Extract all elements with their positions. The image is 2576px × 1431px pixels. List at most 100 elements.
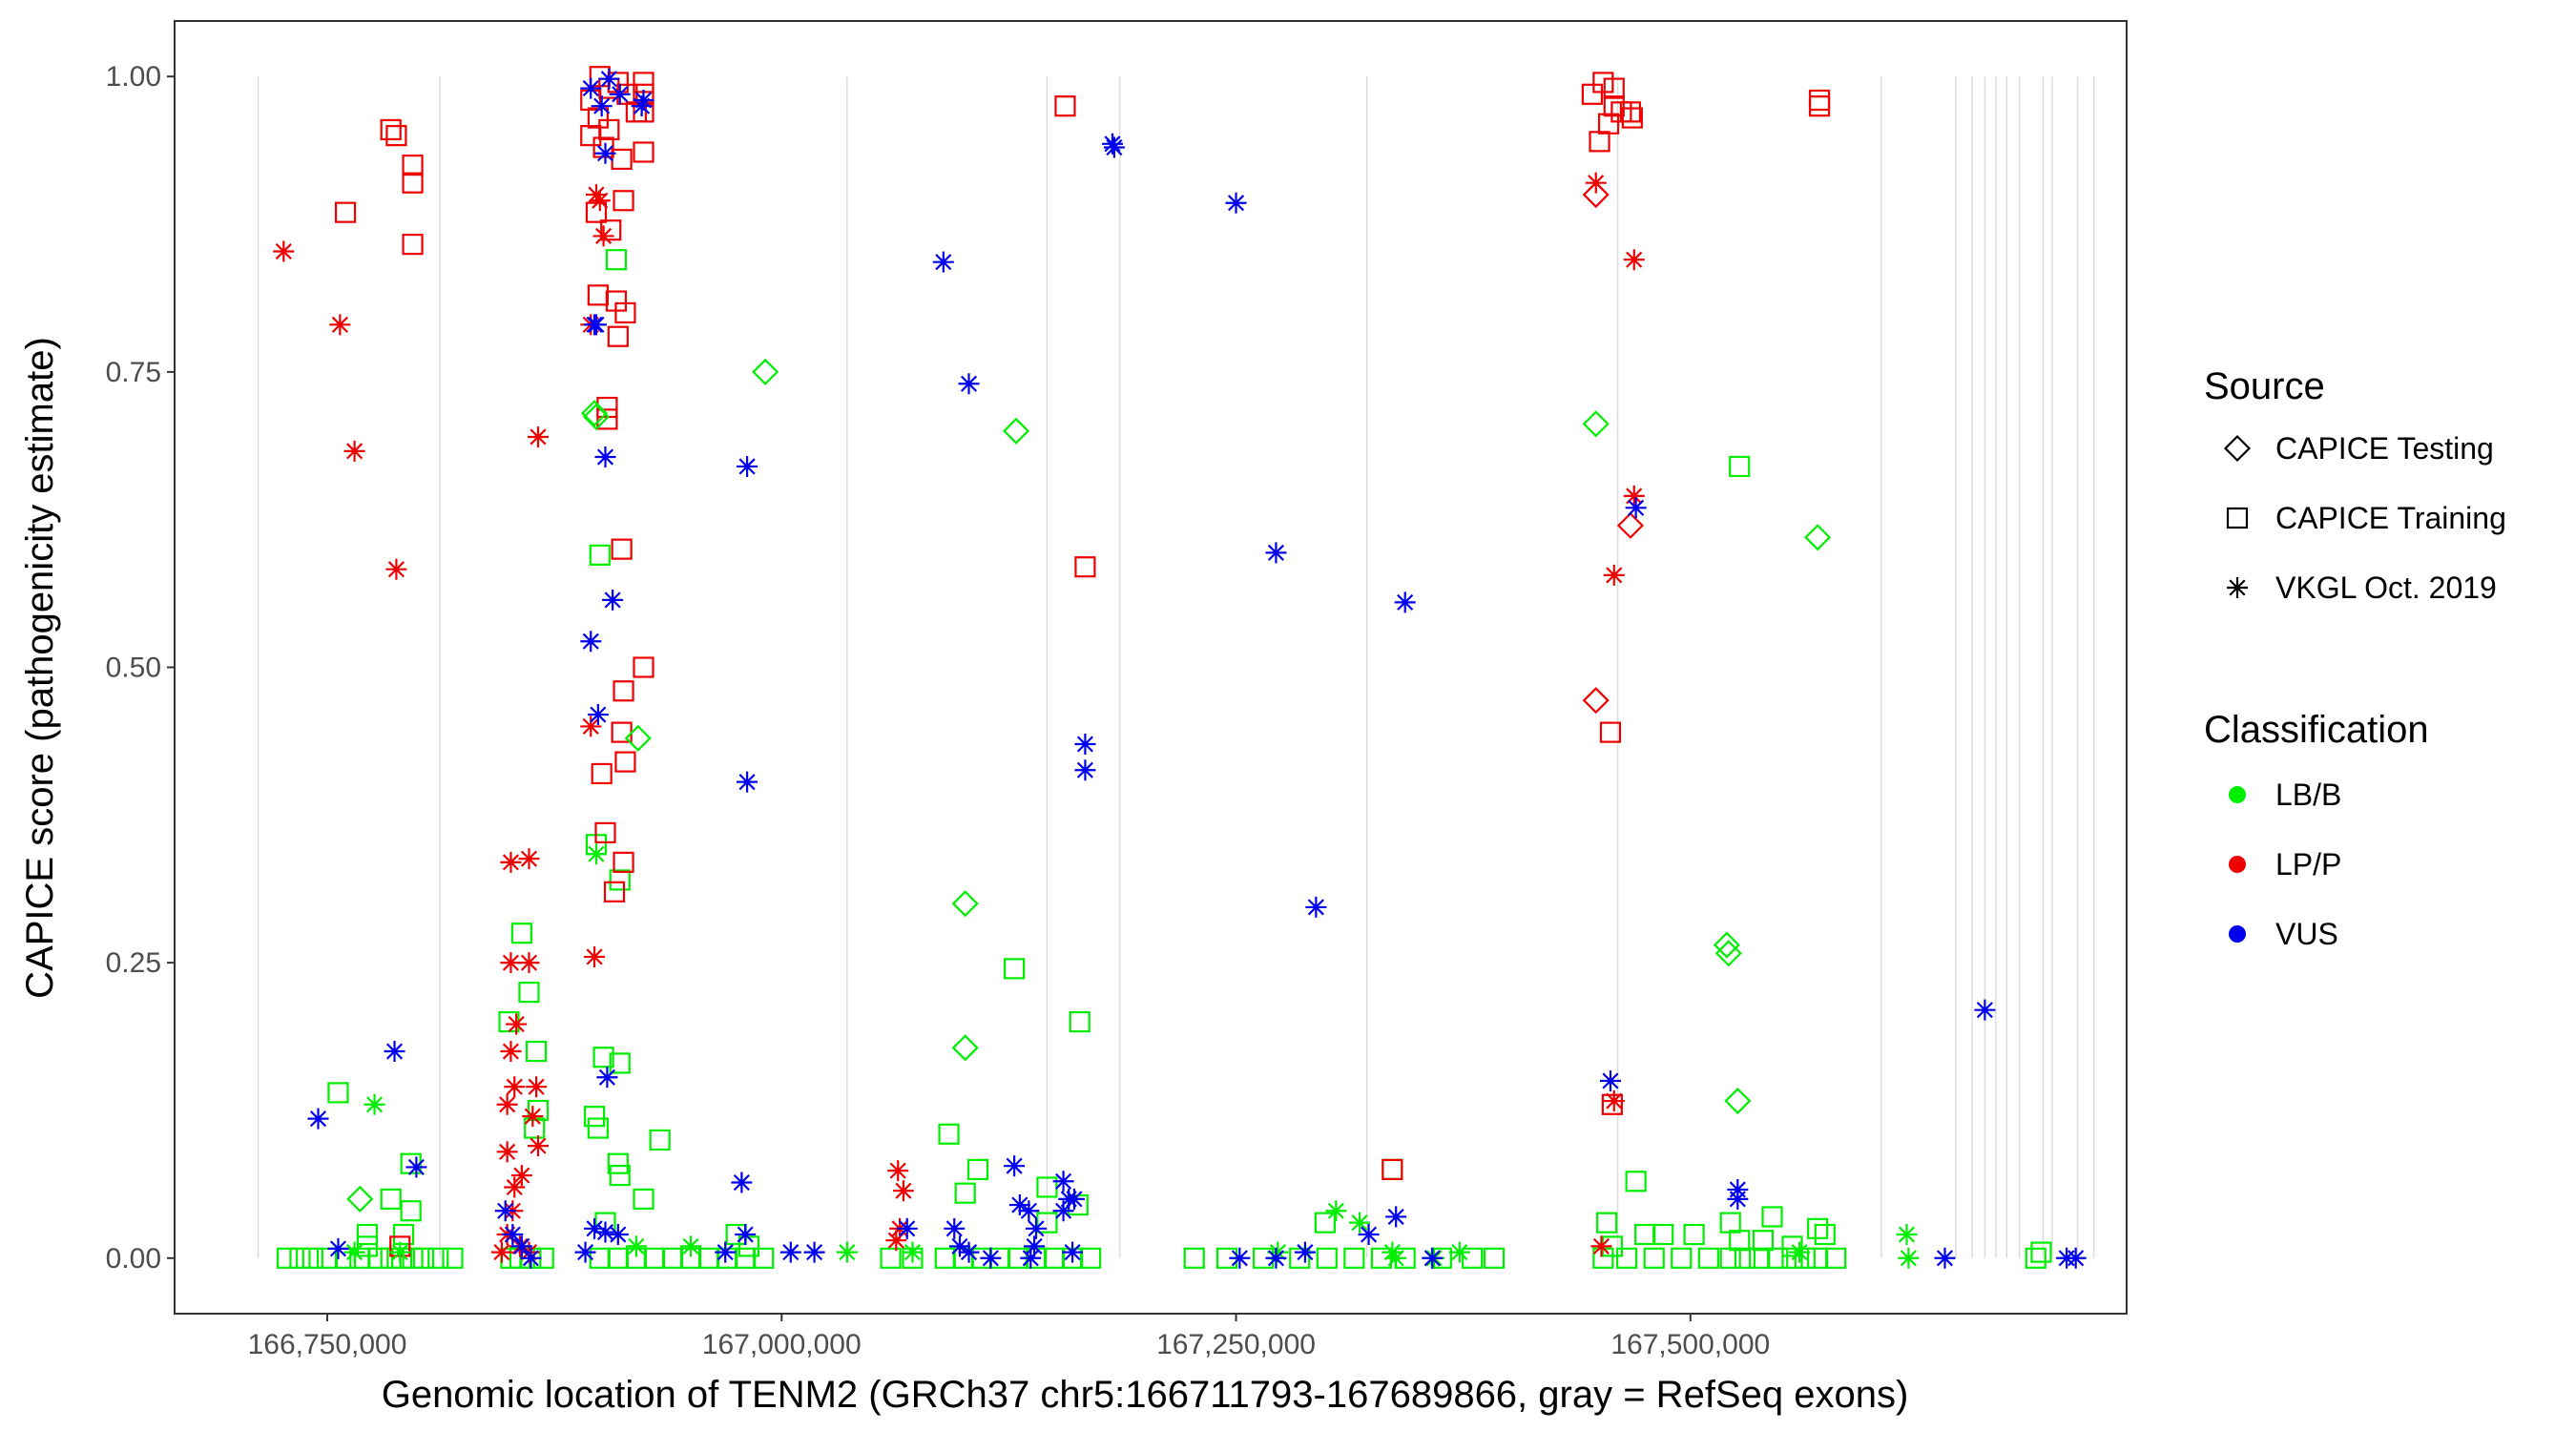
data-point bbox=[1080, 1247, 1102, 1269]
data-point bbox=[1381, 1158, 1403, 1180]
data-point bbox=[896, 1217, 918, 1239]
data-point bbox=[389, 1241, 411, 1263]
x-tick-label: 167,250,000 bbox=[1156, 1329, 1316, 1360]
data-point bbox=[1074, 556, 1096, 578]
data-point bbox=[1265, 542, 1287, 564]
data-point bbox=[490, 1241, 512, 1263]
data-point bbox=[1729, 1230, 1751, 1252]
data-point bbox=[613, 851, 634, 873]
data-point bbox=[402, 233, 424, 256]
data-point bbox=[1603, 1090, 1625, 1112]
data-point bbox=[596, 1067, 618, 1089]
data-point bbox=[1625, 497, 1647, 519]
data-point bbox=[1103, 136, 1125, 158]
legend-key-dot bbox=[2229, 925, 2246, 943]
data-point bbox=[500, 952, 522, 974]
data-point bbox=[402, 172, 424, 194]
data-point bbox=[592, 1047, 614, 1068]
data-point bbox=[1101, 133, 1123, 155]
legend-source-label: CAPICE Training bbox=[2275, 501, 2506, 535]
data-point bbox=[1603, 564, 1625, 586]
data-point bbox=[527, 1099, 550, 1122]
data-point bbox=[753, 1247, 775, 1269]
data-point bbox=[277, 1247, 299, 1269]
data-point bbox=[1358, 1224, 1380, 1246]
data-point bbox=[607, 1224, 629, 1246]
data-point bbox=[1781, 1247, 1803, 1269]
data-point bbox=[602, 589, 624, 611]
data-point bbox=[364, 1093, 385, 1115]
data-point bbox=[1289, 1247, 1311, 1269]
data-point bbox=[496, 1141, 518, 1163]
data-point bbox=[384, 1041, 405, 1063]
data-point bbox=[951, 1034, 979, 1062]
data-point bbox=[625, 1235, 647, 1257]
data-point bbox=[510, 923, 532, 944]
data-point bbox=[1381, 1241, 1403, 1263]
data-point bbox=[1601, 1093, 1623, 1115]
data-point bbox=[1582, 687, 1610, 715]
legend: Source Classification CAPICE Testing CAPI… bbox=[2204, 365, 2506, 951]
legend-class-label: LB/B bbox=[2275, 778, 2341, 812]
data-point bbox=[1603, 95, 1625, 117]
data-point bbox=[680, 1235, 702, 1257]
data-point bbox=[609, 1052, 631, 1074]
y-tick-label: 0.00 bbox=[106, 1243, 161, 1275]
data-point bbox=[1069, 1010, 1091, 1033]
data-point bbox=[1623, 249, 1645, 271]
data-point bbox=[594, 446, 616, 468]
data-point bbox=[2065, 1247, 2087, 1269]
legend-key-diamond bbox=[2223, 434, 2252, 463]
data-point bbox=[1616, 1247, 1638, 1269]
data-point bbox=[412, 1247, 435, 1269]
data-point bbox=[584, 1217, 606, 1239]
data-point bbox=[1004, 958, 1026, 980]
data-point bbox=[1807, 1217, 1829, 1239]
data-point bbox=[1761, 1206, 1783, 1228]
data-point bbox=[510, 1235, 532, 1257]
data-point bbox=[1582, 181, 1610, 209]
data-point bbox=[510, 1165, 532, 1187]
data-point bbox=[1020, 1247, 1042, 1269]
data-point bbox=[385, 125, 407, 147]
y-tick-label: 0.25 bbox=[106, 947, 161, 979]
legend-source-title: Source bbox=[2204, 365, 2325, 407]
data-point bbox=[1781, 1235, 1803, 1257]
data-point bbox=[1024, 1235, 1046, 1257]
data-point bbox=[1603, 77, 1625, 99]
data-point bbox=[803, 1241, 825, 1263]
data-point bbox=[589, 190, 611, 212]
data-point bbox=[885, 1230, 907, 1252]
data-point bbox=[1052, 1171, 1074, 1192]
data-point bbox=[500, 1041, 522, 1063]
data-point bbox=[1349, 1212, 1371, 1234]
data-point bbox=[1621, 107, 1643, 129]
data-point bbox=[580, 631, 602, 653]
data-point bbox=[346, 1185, 374, 1213]
data-point bbox=[391, 1247, 413, 1269]
data-point bbox=[307, 1108, 329, 1130]
data-point bbox=[954, 1182, 976, 1204]
data-point bbox=[1265, 1247, 1287, 1269]
data-point bbox=[944, 1217, 966, 1239]
data-point bbox=[585, 843, 607, 865]
data-point bbox=[1599, 1070, 1621, 1091]
data-point bbox=[1808, 95, 1831, 117]
data-point bbox=[892, 1180, 914, 1202]
legend-class-label: VUS bbox=[2275, 917, 2338, 951]
legend-source-label: CAPICE Testing bbox=[2275, 431, 2494, 466]
y-tick-label: 0.50 bbox=[106, 653, 161, 684]
exon-lines bbox=[257, 76, 2095, 1258]
data-point bbox=[752, 358, 779, 385]
data-point bbox=[1585, 172, 1607, 194]
data-point bbox=[520, 1247, 542, 1269]
data-point bbox=[1697, 1247, 1719, 1269]
data-point bbox=[1422, 1247, 1444, 1269]
data-point bbox=[1974, 999, 1996, 1021]
data-point bbox=[966, 1158, 989, 1180]
data-point bbox=[633, 89, 654, 111]
data-point bbox=[594, 142, 616, 164]
data-point bbox=[1625, 1171, 1647, 1192]
data-point bbox=[1752, 1230, 1775, 1252]
data-point bbox=[613, 680, 634, 702]
